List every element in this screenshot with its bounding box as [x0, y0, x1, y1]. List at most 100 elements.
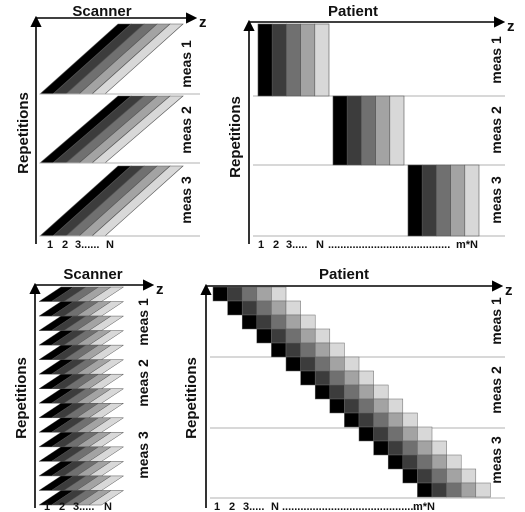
- slice-cell: [475, 482, 491, 498]
- slice-cell: [431, 468, 447, 484]
- tick-label-n: N: [104, 501, 112, 512]
- slice-cell: [300, 342, 316, 358]
- meas-label-2: meas 2: [135, 359, 151, 407]
- slice-cell: [373, 426, 389, 442]
- slice-cell: [431, 454, 447, 470]
- slice-blocks: [257, 23, 480, 237]
- slice-cell: [446, 482, 462, 498]
- slice-cell: [256, 314, 272, 330]
- panel-title: Patient: [328, 3, 378, 20]
- z-axis-label: z: [156, 281, 164, 298]
- slice-cell: [402, 468, 418, 484]
- slice-cell: [373, 412, 389, 428]
- slice-block: [436, 164, 451, 237]
- slice-cell: [431, 440, 447, 456]
- tick-label-1: 1: [214, 501, 220, 512]
- slice-cell: [344, 356, 360, 372]
- slice-cell: [314, 328, 331, 344]
- meas-label-3: meas 3: [488, 436, 504, 484]
- tick-label-2: 2: [59, 501, 65, 512]
- slice-cell: [344, 398, 360, 414]
- slice-cell: [329, 384, 345, 400]
- slice-cell: [285, 342, 301, 358]
- panel-top-left-scanner: Scanner z Repetitions meas 1 meas 2 meas…: [15, 3, 207, 251]
- repetitions-axis-label: Repetitions: [15, 92, 32, 174]
- slice-stripe: [88, 490, 125, 506]
- slice-cell: [285, 328, 301, 344]
- slice-cell: [387, 412, 404, 428]
- slice-cell: [358, 426, 374, 442]
- tick-label-n: N: [271, 501, 279, 512]
- slice-cell: [329, 398, 345, 414]
- tick-label-1: 1: [47, 239, 53, 251]
- meas-label-1: meas 1: [488, 36, 504, 84]
- slice-stripes: [39, 23, 184, 237]
- panel-title: Scanner: [72, 3, 131, 20]
- panel-title: Scanner: [63, 266, 122, 283]
- slice-cell: [358, 398, 374, 414]
- tick-label-2: 2: [273, 239, 279, 251]
- slice-block: [361, 95, 376, 166]
- tick-label-3: 3.....: [286, 239, 307, 251]
- slice-cell: [285, 356, 301, 372]
- slice-cell: [256, 286, 272, 302]
- slice-cell: [227, 286, 243, 302]
- tick-label-mn: m*N: [413, 501, 435, 512]
- slice-staircase: [212, 286, 491, 498]
- slice-cell: [387, 426, 404, 442]
- slice-block: [407, 164, 423, 237]
- slice-cell: [460, 482, 477, 498]
- slice-block: [271, 23, 287, 97]
- slice-cell: [460, 468, 477, 484]
- slice-cell: [271, 300, 287, 316]
- z-axis-label: z: [199, 14, 207, 31]
- tick-label-n: N: [316, 239, 324, 251]
- slice-cell: [344, 370, 360, 386]
- slice-cell: [241, 286, 258, 302]
- slice-cell: [417, 468, 433, 484]
- slice-block: [286, 23, 301, 97]
- slice-cell: [373, 440, 389, 456]
- slice-cell: [387, 398, 404, 414]
- slice-stripes: [38, 286, 125, 506]
- z-axis-label: z: [505, 282, 513, 299]
- tick-label-3: 3......: [75, 239, 99, 251]
- panel-title: Patient: [319, 266, 369, 283]
- slice-cell: [300, 314, 316, 330]
- tick-label-dots: ........................................…: [282, 501, 420, 512]
- meas-label-3: meas 3: [135, 431, 151, 479]
- slice-cell: [446, 468, 462, 484]
- slice-cell: [431, 482, 447, 498]
- slice-cell: [314, 356, 331, 372]
- repetitions-axis-label: Repetitions: [13, 357, 30, 439]
- slice-cell: [373, 398, 389, 414]
- slice-block: [332, 95, 348, 166]
- slice-cell: [241, 300, 258, 316]
- slice-block: [389, 95, 405, 166]
- slice-cell: [417, 482, 433, 498]
- meas-label-1: meas 1: [488, 297, 504, 345]
- tick-label-3: 3.....: [243, 501, 264, 512]
- meas-label-2: meas 2: [488, 366, 504, 414]
- slice-cell: [402, 454, 418, 470]
- slice-cell: [417, 426, 433, 442]
- meas-label-3: meas 3: [488, 176, 504, 224]
- slice-cell: [358, 412, 374, 428]
- slice-cell: [344, 412, 360, 428]
- slice-block: [464, 164, 480, 237]
- slice-cell: [446, 454, 462, 470]
- meas-label-2: meas 2: [178, 106, 194, 154]
- tick-label-mn: m*N: [456, 239, 478, 251]
- slice-cell: [300, 370, 316, 386]
- slice-cell: [285, 300, 301, 316]
- tick-label-3: 3.....: [73, 501, 94, 512]
- panel-bottom-left-scanner: Scanner z Repetitions meas 1 meas 2 meas…: [13, 266, 164, 512]
- tick-label-n: N: [106, 239, 114, 251]
- slice-cell: [271, 342, 287, 358]
- meas-label-1: meas 1: [135, 298, 151, 346]
- slice-cell: [387, 454, 404, 470]
- meas-label-3: meas 3: [178, 176, 194, 224]
- slice-cell: [344, 384, 360, 400]
- panel-top-right-patient: Patient z Repetitions meas 1 meas 2 meas…: [227, 3, 515, 251]
- slice-block: [421, 164, 437, 237]
